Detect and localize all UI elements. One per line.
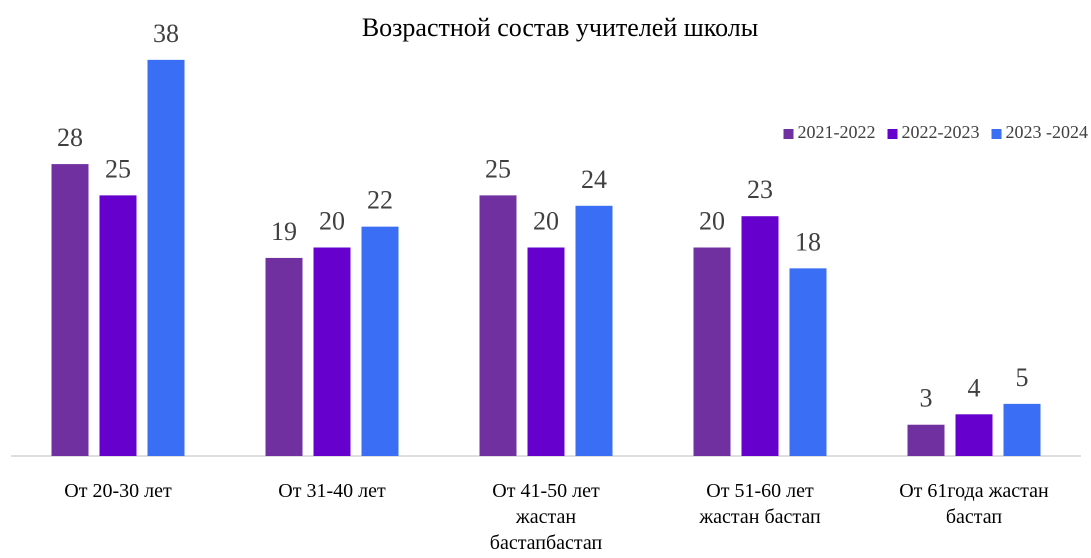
data-label: 22 <box>367 186 393 215</box>
bar <box>907 424 945 456</box>
bar <box>147 59 185 456</box>
data-label: 20 <box>533 206 559 235</box>
data-label: 25 <box>105 154 131 183</box>
data-label: 25 <box>485 154 511 183</box>
x-tick-label: От 61года жастан бастап <box>899 480 1049 528</box>
data-label: 20 <box>319 206 345 235</box>
legend-swatch <box>887 129 898 139</box>
bar <box>99 195 137 456</box>
legend-label: 2021-2022 <box>798 122 876 142</box>
data-label: 23 <box>747 175 773 204</box>
legend-swatch <box>991 129 1002 139</box>
bar <box>527 247 565 456</box>
bar <box>51 164 89 456</box>
legend-label: 2022-2023 <box>902 122 980 142</box>
x-tick-label: От 20-30 лет <box>64 480 172 502</box>
data-label: 4 <box>968 373 981 402</box>
x-tick-label: От 31-40 лет <box>278 480 386 502</box>
data-label: 24 <box>581 165 607 194</box>
bar <box>479 195 517 456</box>
x-tick-label: От 41-50 лет жастан бастапбастап <box>489 480 603 554</box>
bar <box>575 205 613 456</box>
chart-title: Возрастной состав учителей школы <box>362 13 758 42</box>
legend-swatch <box>783 129 794 139</box>
data-label: 3 <box>920 384 933 413</box>
data-label: 5 <box>1016 363 1029 392</box>
x-tick-label: От 51-60 лет жастан бастап <box>699 480 821 528</box>
bar <box>741 216 779 456</box>
data-label: 20 <box>699 206 725 235</box>
data-label: 18 <box>795 227 821 256</box>
data-label: 38 <box>153 19 179 48</box>
bar <box>789 268 827 456</box>
bar <box>361 226 399 456</box>
bar <box>1003 403 1041 456</box>
bar <box>313 247 351 456</box>
bar <box>265 257 303 456</box>
bar <box>955 414 993 456</box>
bar <box>693 247 731 456</box>
data-label: 28 <box>57 123 83 152</box>
legend-label: 2023 -2024 <box>1006 122 1089 142</box>
data-label: 19 <box>271 217 297 246</box>
